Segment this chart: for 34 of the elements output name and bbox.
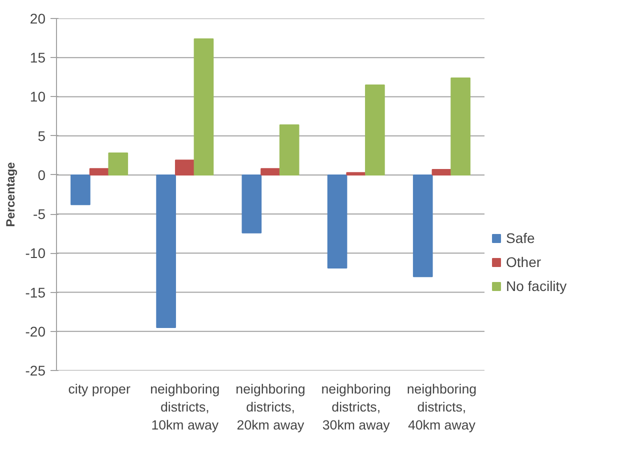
bar (260, 168, 280, 176)
bar (365, 84, 385, 176)
y-tick-label: -15 (25, 284, 46, 300)
bar (194, 38, 214, 176)
y-tick-label: -25 (25, 362, 46, 378)
y-tick-label: 0 (38, 166, 46, 183)
bar (346, 172, 366, 176)
y-tick-label: -5 (33, 206, 46, 222)
bar (70, 174, 90, 206)
legend-label: Other (506, 254, 542, 270)
bar (432, 168, 452, 176)
legend-label: Safe (506, 230, 535, 246)
y-tick-label: 5 (38, 128, 46, 144)
bar (242, 174, 262, 234)
bar (412, 174, 433, 278)
bar (279, 124, 300, 176)
bar (156, 174, 176, 328)
bar (89, 168, 110, 176)
bar (327, 174, 348, 269)
bar (108, 152, 128, 176)
y-tick-label: 15 (30, 50, 46, 66)
x-tick-label: neighboring districts, 20km away (236, 382, 306, 432)
bar (174, 160, 195, 176)
y-tick-label: -20 (25, 323, 46, 340)
y-tick-label: -10 (25, 245, 46, 262)
y-tick-label: 10 (30, 88, 46, 105)
x-tick-label: neighboring districts, 30km away (321, 382, 391, 432)
legend-label: No facility (506, 278, 567, 294)
x-tick-label: neighboring districts, 40km away (406, 382, 477, 432)
y-tick-label: 20 (30, 10, 46, 26)
x-tick-label: neighboring districts, 10km away (150, 382, 220, 432)
x-tick-label: city proper (68, 382, 131, 396)
bar (450, 77, 470, 176)
y-axis-title: Percentage (3, 162, 18, 227)
